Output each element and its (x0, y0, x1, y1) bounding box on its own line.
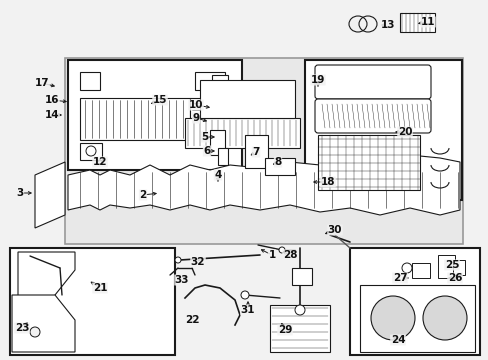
Text: 7: 7 (252, 147, 259, 157)
Bar (184, 118, 299, 148)
Text: 29: 29 (277, 325, 292, 335)
Bar (195, 72, 224, 90)
Text: 19: 19 (310, 75, 325, 85)
Text: 20: 20 (397, 127, 411, 137)
Circle shape (279, 247, 285, 253)
Text: 16: 16 (45, 95, 59, 105)
Circle shape (370, 296, 414, 340)
Text: 28: 28 (282, 250, 297, 260)
Text: 18: 18 (320, 177, 335, 187)
Text: 14: 14 (44, 110, 59, 120)
Bar (80, 98, 190, 140)
Bar (452, 260, 464, 275)
Circle shape (401, 263, 411, 273)
Text: 17: 17 (35, 78, 49, 88)
Bar (269, 305, 329, 352)
Circle shape (241, 291, 248, 299)
Circle shape (294, 305, 305, 315)
FancyBboxPatch shape (314, 65, 430, 99)
Text: 22: 22 (184, 315, 199, 325)
FancyBboxPatch shape (314, 99, 430, 133)
Text: 5: 5 (201, 132, 208, 142)
Text: 21: 21 (93, 283, 107, 293)
Text: 13: 13 (380, 20, 394, 30)
Text: 8: 8 (274, 157, 281, 167)
Text: 30: 30 (327, 225, 342, 235)
Text: 9: 9 (192, 113, 199, 123)
Bar (80, 143, 102, 160)
Bar (411, 263, 429, 278)
Text: 6: 6 (203, 146, 210, 156)
Text: 2: 2 (139, 190, 146, 200)
Polygon shape (12, 295, 75, 352)
Text: 15: 15 (152, 95, 167, 105)
Bar (291, 268, 311, 285)
Bar (349, 248, 479, 355)
Bar (10, 248, 175, 355)
Text: 3: 3 (16, 188, 23, 198)
Text: 25: 25 (444, 260, 458, 270)
Bar (305, 60, 461, 200)
Polygon shape (18, 252, 75, 325)
Bar (209, 130, 224, 155)
Circle shape (175, 257, 181, 263)
Text: 4: 4 (214, 170, 221, 180)
Text: 24: 24 (390, 335, 405, 345)
Bar (65, 58, 462, 244)
Bar (80, 72, 100, 90)
Text: 23: 23 (15, 323, 29, 333)
Circle shape (422, 296, 466, 340)
Text: 1: 1 (268, 250, 275, 260)
Bar (244, 135, 267, 168)
Text: 33: 33 (174, 275, 189, 285)
Bar (218, 148, 227, 165)
Polygon shape (35, 162, 65, 228)
Bar (200, 80, 294, 118)
Bar (264, 158, 294, 175)
Circle shape (30, 327, 40, 337)
Text: 32: 32 (190, 257, 205, 267)
Text: 12: 12 (93, 157, 107, 167)
Text: 26: 26 (447, 273, 461, 283)
Bar (212, 75, 227, 90)
Bar (399, 13, 434, 32)
Bar (437, 255, 454, 278)
Bar (190, 98, 235, 140)
Text: 27: 27 (392, 273, 407, 283)
Bar (359, 285, 474, 352)
Text: 11: 11 (420, 17, 434, 27)
Text: 31: 31 (240, 305, 255, 315)
Bar (317, 135, 419, 190)
Text: 10: 10 (188, 100, 203, 110)
Polygon shape (68, 155, 459, 215)
Bar (68, 60, 242, 170)
